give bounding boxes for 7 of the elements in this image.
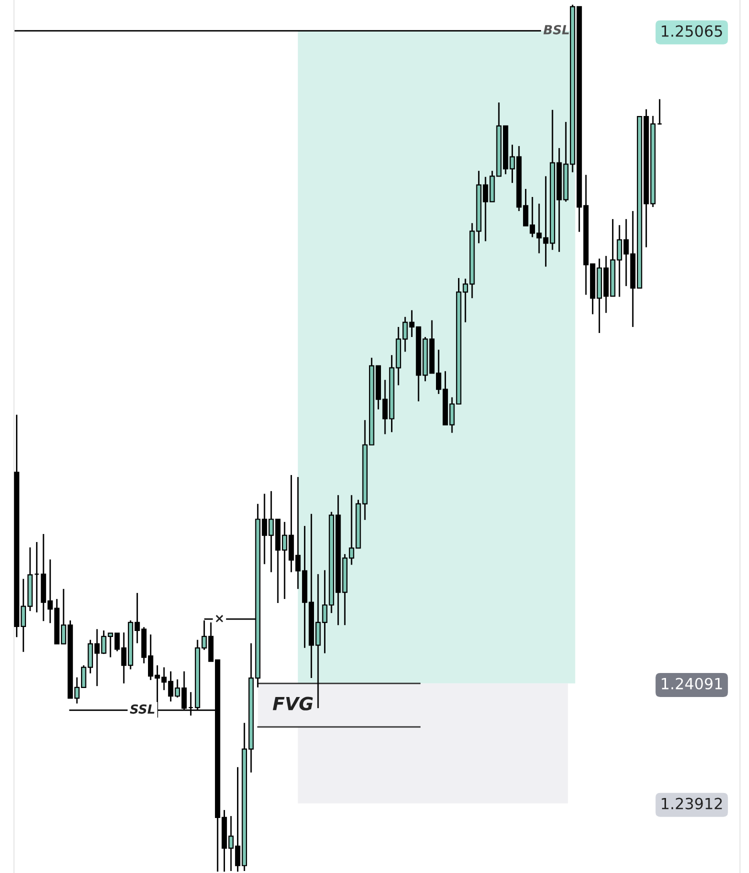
ref-line-label: BSL xyxy=(544,24,569,34)
y-tick-label: 1.24091 xyxy=(662,678,722,690)
band-label: FVG xyxy=(272,696,313,710)
ref-line-label: SSL xyxy=(130,704,154,714)
y-tick-label: 1.23912 xyxy=(662,798,722,810)
ref-line-label: × xyxy=(216,614,224,622)
y-tick-label: 1.25065 xyxy=(662,25,722,37)
